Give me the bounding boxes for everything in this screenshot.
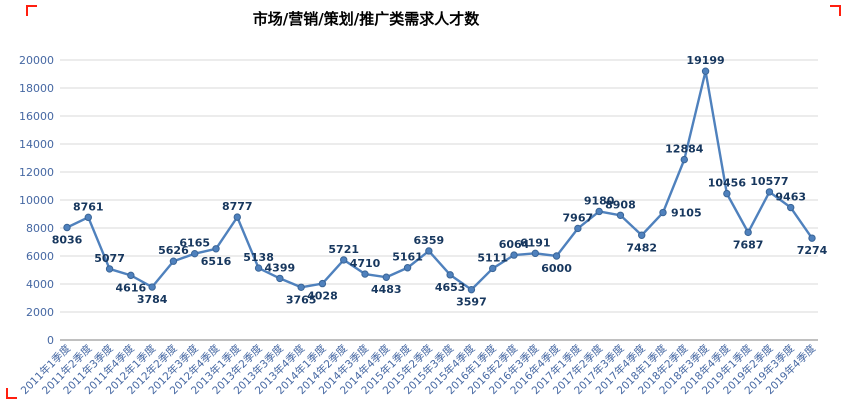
- y-axis-tick-label: 4000: [26, 278, 54, 291]
- data-point-marker: [84, 213, 92, 222]
- data-point-marker: [361, 270, 369, 278]
- data-point-label: 6516: [201, 255, 232, 268]
- data-point-label: 5721: [328, 243, 359, 256]
- data-point-label: 5626: [158, 244, 189, 257]
- data-point-marker: [191, 249, 199, 258]
- data-point-label: 6359: [414, 234, 445, 247]
- data-point-marker: [510, 251, 518, 259]
- data-point-label: 6165: [179, 237, 210, 250]
- y-axis-tick-label: 14000: [19, 138, 54, 151]
- data-point-label: 4483: [371, 283, 402, 296]
- data-point-label: 7967: [563, 211, 594, 224]
- data-point-marker: [446, 271, 454, 279]
- data-point-marker: [63, 223, 71, 232]
- data-point-marker: [127, 271, 135, 280]
- data-point-label: 9105: [671, 207, 702, 220]
- data-point-label: 6064: [499, 238, 530, 251]
- data-point-label: 4653: [435, 281, 466, 294]
- data-point-label: 8036: [52, 233, 83, 246]
- y-axis-tick-label: 0: [47, 334, 54, 347]
- data-point-marker: [318, 279, 327, 288]
- data-series-line: [65, 70, 814, 291]
- y-axis-tick-label: 20000: [19, 54, 54, 67]
- data-point-marker: [787, 203, 795, 212]
- data-point-label: 5161: [392, 251, 423, 264]
- data-point-marker: [808, 234, 816, 242]
- y-axis-tick-label: 10000: [19, 194, 54, 207]
- data-point-marker: [105, 265, 114, 273]
- data-point-label: 5077: [94, 252, 125, 265]
- data-point-marker: [744, 228, 752, 237]
- data-point-label: 4028: [307, 290, 338, 303]
- data-point-label: 6000: [541, 262, 572, 275]
- y-axis-tick-label: 6000: [26, 250, 54, 263]
- data-point-label: 3597: [456, 296, 487, 309]
- data-point-label: 12884: [665, 143, 704, 156]
- data-point-label: 3784: [137, 293, 168, 306]
- data-point-label: 7274: [797, 244, 828, 257]
- crop-mark-bottom-left-icon: [6, 388, 17, 399]
- y-axis-tick-label: 18000: [19, 82, 54, 95]
- data-point-label: 5138: [243, 251, 274, 264]
- data-point-marker: [276, 274, 284, 283]
- data-point-marker: [616, 211, 625, 219]
- data-point-label: 3765: [286, 293, 317, 306]
- data-point-label: 19199: [686, 54, 724, 67]
- data-point-marker: [467, 285, 476, 294]
- data-point-marker: [425, 247, 433, 255]
- data-point-label: 7482: [626, 241, 657, 254]
- crop-mark-top-right-icon: [830, 5, 841, 16]
- data-point-marker: [531, 249, 539, 258]
- data-point-label: 8908: [605, 198, 636, 211]
- data-point-marker: [765, 188, 774, 196]
- data-point-label: 4399: [265, 261, 296, 274]
- data-point-marker: [552, 252, 561, 260]
- data-point-label: 10456: [708, 177, 747, 190]
- data-point-marker: [382, 273, 390, 281]
- data-point-marker: [148, 283, 156, 291]
- data-point-marker: [638, 231, 646, 239]
- data-point-marker: [489, 264, 497, 273]
- data-point-marker: [340, 256, 348, 264]
- data-point-label: 4616: [116, 281, 147, 294]
- y-axis-tick-label: 8000: [26, 222, 54, 235]
- data-point-label: 5111: [477, 251, 508, 264]
- data-point-label: 8761: [73, 200, 104, 213]
- data-point-label: 9180: [584, 194, 615, 207]
- data-point-label: 4710: [350, 257, 381, 270]
- data-point-label: 7687: [733, 238, 764, 251]
- chart-title: 市场/营销/策划/推广类需求人才数: [252, 10, 480, 28]
- data-point-marker: [680, 155, 688, 164]
- data-point-marker: [701, 67, 710, 75]
- data-point-marker: [723, 189, 731, 198]
- data-point-label: 9463: [775, 191, 806, 204]
- data-point-label: 6191: [520, 236, 551, 249]
- data-point-marker: [595, 207, 603, 216]
- data-point-marker: [297, 283, 305, 291]
- y-axis-tick-label: 2000: [26, 306, 54, 319]
- data-point-marker: [233, 213, 241, 221]
- data-point-label: 8777: [222, 200, 253, 213]
- data-point-marker: [212, 245, 220, 253]
- data-point-marker: [169, 257, 178, 265]
- data-point-marker: [574, 224, 582, 233]
- data-point-label: 10577: [750, 175, 788, 188]
- data-point-marker: [659, 208, 667, 217]
- data-point-marker: [254, 264, 263, 272]
- y-axis-tick-label: 12000: [19, 166, 54, 179]
- y-axis-tick-label: 16000: [19, 110, 54, 123]
- data-point-marker: [403, 264, 412, 272]
- crop-mark-top-left-icon: [26, 5, 37, 16]
